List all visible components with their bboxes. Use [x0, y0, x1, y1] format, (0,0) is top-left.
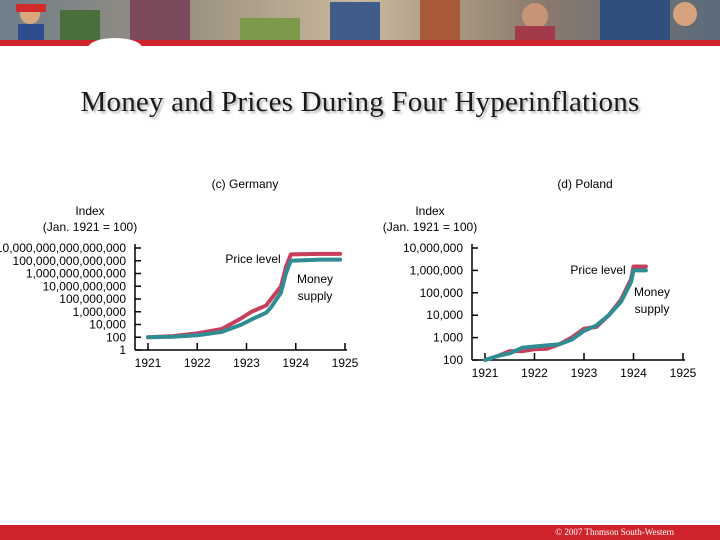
germany-ylabel-line-1: Index: [75, 204, 104, 218]
germany-ytick-label: 1,000,000,000,000: [26, 267, 126, 281]
poland-ylabel-line-1: Index: [415, 204, 444, 218]
poland-ylabel-line-2: (Jan. 1921 = 100): [383, 220, 477, 234]
banner-red-stripe: [0, 40, 720, 46]
germany-ytick-label: 10,000,000,000,000,000: [0, 241, 126, 255]
germany-money-supply-label: Money: [297, 272, 333, 286]
germany-ytick-label: 1: [119, 343, 126, 357]
banner-notch: [88, 38, 142, 48]
germany-series-money-supply-line: [146, 257, 343, 340]
banner-photo-illustration: [0, 0, 720, 40]
germany-ytick-label: 100: [106, 330, 126, 344]
germany-chart-title: (c) Germany: [212, 177, 279, 191]
germany-money-supply-label-line-2: supply: [298, 289, 333, 303]
germany-xtick-label: 1924: [282, 356, 309, 370]
germany-ytick-label: 10,000,000,000: [43, 279, 127, 293]
poland-ytick-label: 1,000: [433, 331, 463, 345]
poland-xtick-label: 1925: [670, 366, 697, 380]
germany-ytick-label: 100,000,000,000,000: [13, 254, 127, 268]
poland-ytick-label: 100: [443, 353, 463, 367]
germany-ylabel-line-2: (Jan. 1921 = 100): [43, 220, 137, 234]
germany-xtick-label: 1925: [332, 356, 359, 370]
poland-chart-title: (d) Poland: [557, 177, 612, 191]
poland-ytick-label: 1,000,000: [410, 263, 464, 277]
germany-xtick-label: 1921: [135, 356, 162, 370]
poland-xtick-label: 1924: [620, 366, 647, 380]
germany-price-level-label: Price level: [225, 252, 280, 266]
poland-xtick-label: 1921: [472, 366, 499, 380]
poland-xtick-label: 1923: [571, 366, 598, 380]
poland-money-supply-label-line-2: supply: [635, 302, 670, 316]
germany-ytick-label: 10,000: [89, 318, 126, 332]
poland-xtick-label: 1922: [521, 366, 548, 380]
germany-ytick-label: 100,000,000: [59, 292, 126, 306]
poland-ytick-label: 10,000,000: [403, 241, 463, 255]
germany-xtick-label: 1923: [233, 356, 260, 370]
top-photo-banner: [0, 0, 720, 48]
germany-xtick-label: 1922: [184, 356, 211, 370]
copyright-text: © 2007 Thomson South-Western: [555, 527, 674, 537]
poland-series-price-level-line: [483, 264, 648, 362]
slide-title: Money and Prices During Four Hyperinflat…: [80, 86, 640, 118]
poland-ytick-label: 10,000: [426, 308, 463, 322]
footer-bar: [0, 525, 720, 540]
poland-series-money-supply-line: [483, 268, 648, 362]
poland-price-level-label: Price level: [570, 263, 625, 277]
poland-ytick-label: 100,000: [420, 286, 464, 300]
germany-ytick-label: 1,000,000: [73, 305, 127, 319]
poland-money-supply-label: Money: [634, 285, 670, 299]
